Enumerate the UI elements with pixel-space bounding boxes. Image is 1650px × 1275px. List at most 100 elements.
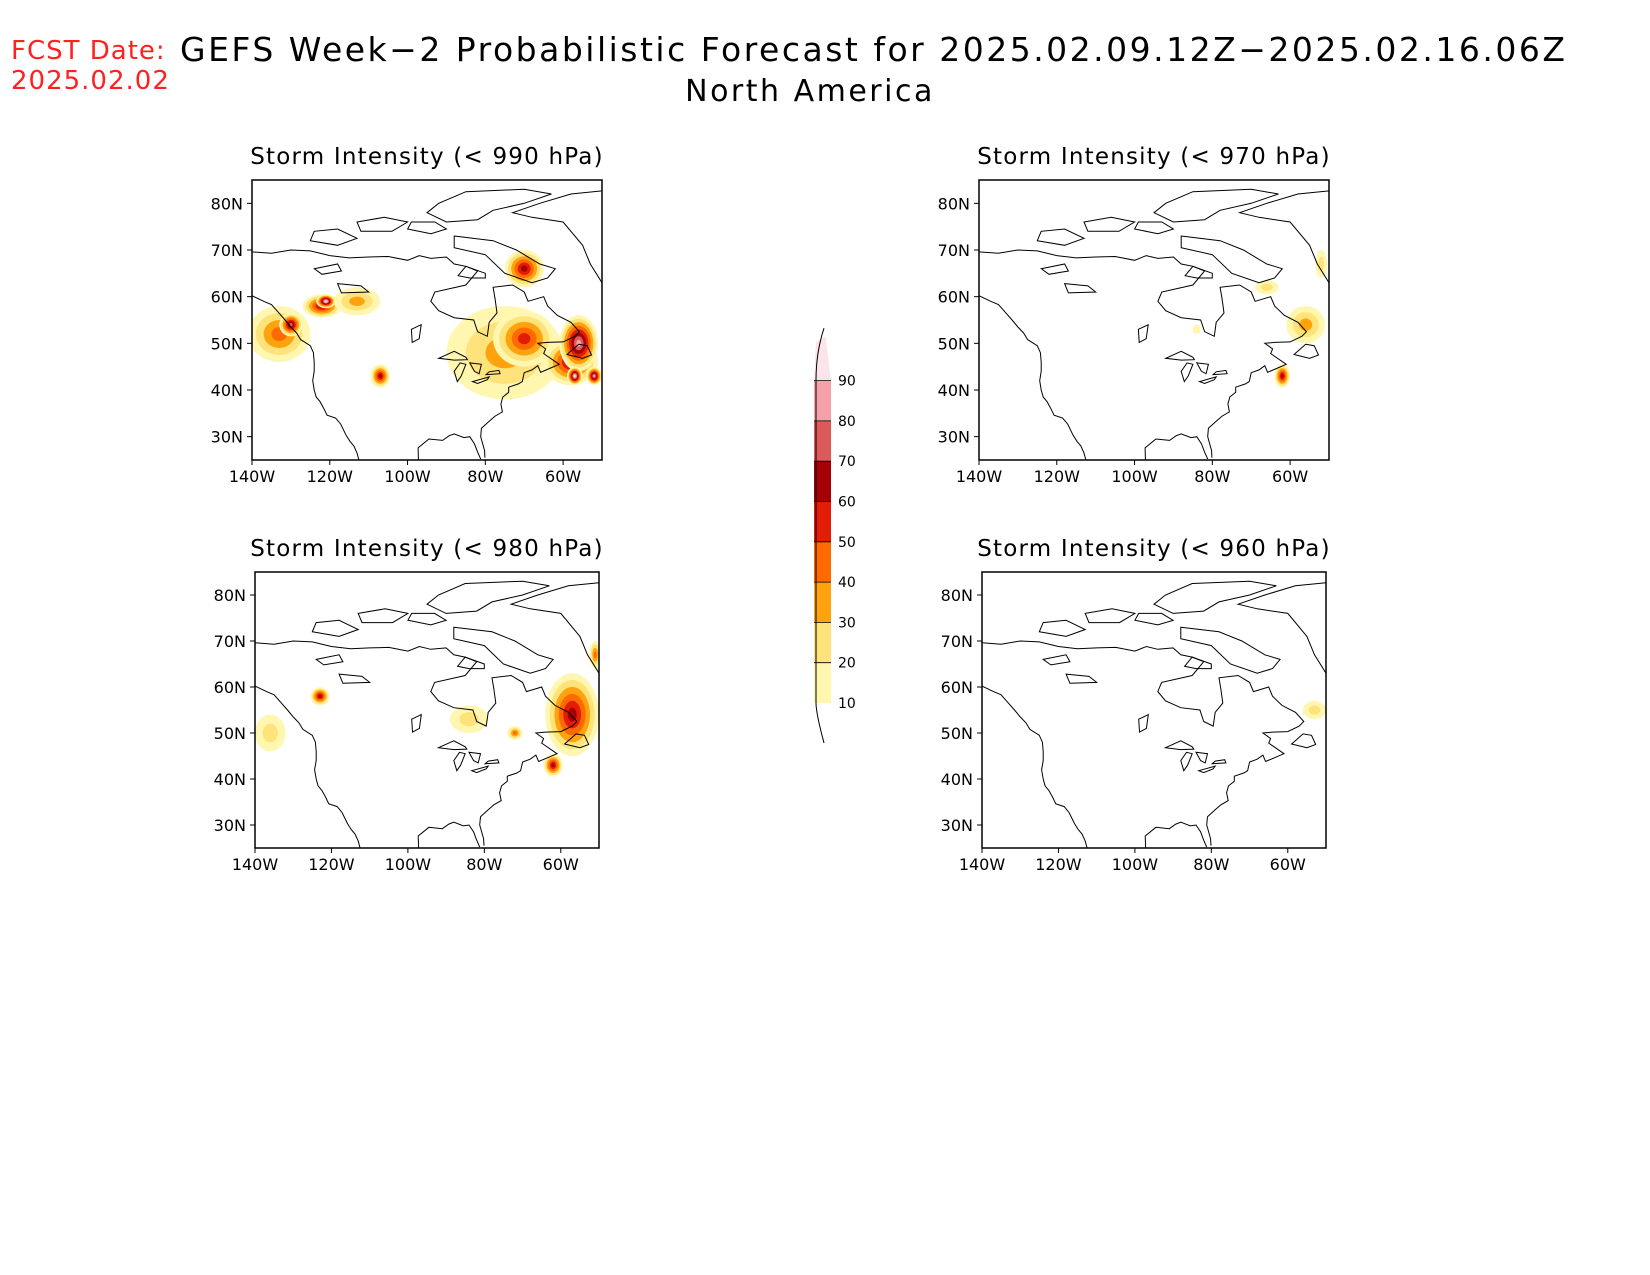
lon-tick-label: 120W xyxy=(308,855,355,874)
lake-outline xyxy=(470,376,491,385)
lon-tick-label: 60W xyxy=(543,855,579,874)
island-outline xyxy=(1038,619,1087,637)
lat-tick-label: 80N xyxy=(938,194,970,213)
panel-title: Storm Intensity (< 980 hPa) xyxy=(250,536,604,562)
island-outline xyxy=(357,608,410,624)
map-panel-2: Storm Intensity (< 970 hPa) 140W 120W 100W 8… xyxy=(938,144,1331,486)
lat-tick-label: 30N xyxy=(211,428,243,447)
probability-contour xyxy=(318,694,322,698)
colorbar-label: 20 xyxy=(838,656,856,672)
island-outline xyxy=(407,612,448,626)
coastline-east xyxy=(982,640,1305,846)
lon-tick-label: 100W xyxy=(385,855,432,874)
lake-outline xyxy=(1180,362,1194,383)
probability-contour xyxy=(262,723,278,743)
lat-tick-label: 30N xyxy=(938,428,970,447)
coastline-gulf xyxy=(417,433,482,460)
probability-contour xyxy=(573,375,576,377)
lake-outline xyxy=(468,362,483,375)
colorbar-swatch xyxy=(814,582,831,623)
lake-outline xyxy=(1163,350,1196,361)
island-outline xyxy=(563,733,590,749)
lake-outline xyxy=(1039,263,1070,275)
island-outline xyxy=(565,343,593,359)
island-outline xyxy=(1084,608,1137,624)
island-outline xyxy=(406,221,448,235)
island-outline xyxy=(426,188,552,223)
probability-shading xyxy=(1192,250,1327,388)
lake-outline xyxy=(312,263,343,275)
colorbar-label: 60 xyxy=(838,495,856,511)
lon-tick-label: 140W xyxy=(229,467,276,486)
map-frame xyxy=(978,179,1330,461)
probability-contour xyxy=(551,763,555,768)
island-outline xyxy=(1036,228,1086,246)
lake-outline xyxy=(470,765,490,774)
island-outline xyxy=(1237,190,1329,284)
lake-outline xyxy=(1180,751,1193,772)
lat-tick-label: 40N xyxy=(941,770,973,789)
coastline-west xyxy=(979,295,1087,460)
lat-tick-label: 40N xyxy=(938,381,970,400)
island-outline xyxy=(1153,188,1279,223)
lon-tick-label: 100W xyxy=(1111,467,1158,486)
lake-outline xyxy=(468,751,482,764)
probability-contour xyxy=(1281,374,1284,378)
lake-outline xyxy=(336,283,371,294)
lake-outline xyxy=(1210,759,1227,765)
colorbar-label: 40 xyxy=(838,575,856,591)
lat-tick-label: 70N xyxy=(938,241,970,260)
fcst-date-label: FCST Date: 2025.02.02 xyxy=(11,36,170,96)
probability-contour xyxy=(349,296,365,306)
lon-tick-label: 60W xyxy=(1272,467,1308,486)
probability-shading xyxy=(255,641,599,777)
lake-outline xyxy=(1197,765,1217,774)
coastline-gulf xyxy=(1144,821,1208,848)
lake-outline xyxy=(436,350,469,361)
map-panel-1: Storm Intensity (< 990 hPa) 140W 120W 100W 8… xyxy=(211,144,604,486)
island-outline xyxy=(311,619,360,637)
coastline-west xyxy=(252,295,360,460)
lat-tick-label: 70N xyxy=(211,241,243,260)
lake-outline xyxy=(453,751,466,772)
coastlines xyxy=(252,188,602,460)
lat-tick-label: 50N xyxy=(941,724,973,743)
island-outline xyxy=(510,190,602,284)
colorbar-label: 70 xyxy=(838,454,856,470)
colorbar-label: 30 xyxy=(838,615,856,631)
colorbar-swatch xyxy=(814,622,831,663)
island-outline xyxy=(356,216,409,232)
map-background xyxy=(979,180,1329,460)
lon-tick-label: 140W xyxy=(959,855,1006,874)
lake-outline xyxy=(1195,362,1210,375)
map-panel-3: Storm Intensity (< 980 hPa) 140W 120W 100W 8… xyxy=(214,536,604,874)
lake-outline xyxy=(411,713,422,733)
panel-title: Storm Intensity (< 990 hPa) xyxy=(250,144,604,170)
lat-tick-label: 80N xyxy=(941,586,973,605)
island-outline xyxy=(1292,343,1320,359)
colorbar: 10 20 30 40 50 60 70 80 90 xyxy=(814,328,856,744)
lon-tick-label: 60W xyxy=(1270,855,1306,874)
lat-tick-label: 60N xyxy=(938,288,970,307)
probability-shading xyxy=(1303,700,1326,720)
colorbar-swatch xyxy=(814,420,831,462)
lake-outline xyxy=(483,759,500,765)
lat-tick-label: 50N xyxy=(211,334,243,353)
colorbar-label: 10 xyxy=(838,696,856,712)
island-outline xyxy=(1183,656,1212,670)
lake-outline xyxy=(1211,369,1228,376)
lon-tick-label: 80W xyxy=(466,855,502,874)
lat-tick-label: 50N xyxy=(938,334,970,353)
coastline-east xyxy=(255,640,578,846)
lake-outline xyxy=(1197,376,1218,385)
lat-tick-label: 30N xyxy=(941,816,973,835)
lat-tick-label: 70N xyxy=(941,632,973,651)
coastline-gulf xyxy=(1144,433,1209,460)
lon-tick-label: 80W xyxy=(467,467,503,486)
probability-contour xyxy=(324,300,327,303)
probability-contour xyxy=(513,731,517,735)
island-outline xyxy=(426,580,550,614)
colorbar-swatch xyxy=(814,380,831,421)
island-outline xyxy=(1180,626,1281,674)
panel-title: Storm Intensity (< 970 hPa) xyxy=(977,144,1331,170)
